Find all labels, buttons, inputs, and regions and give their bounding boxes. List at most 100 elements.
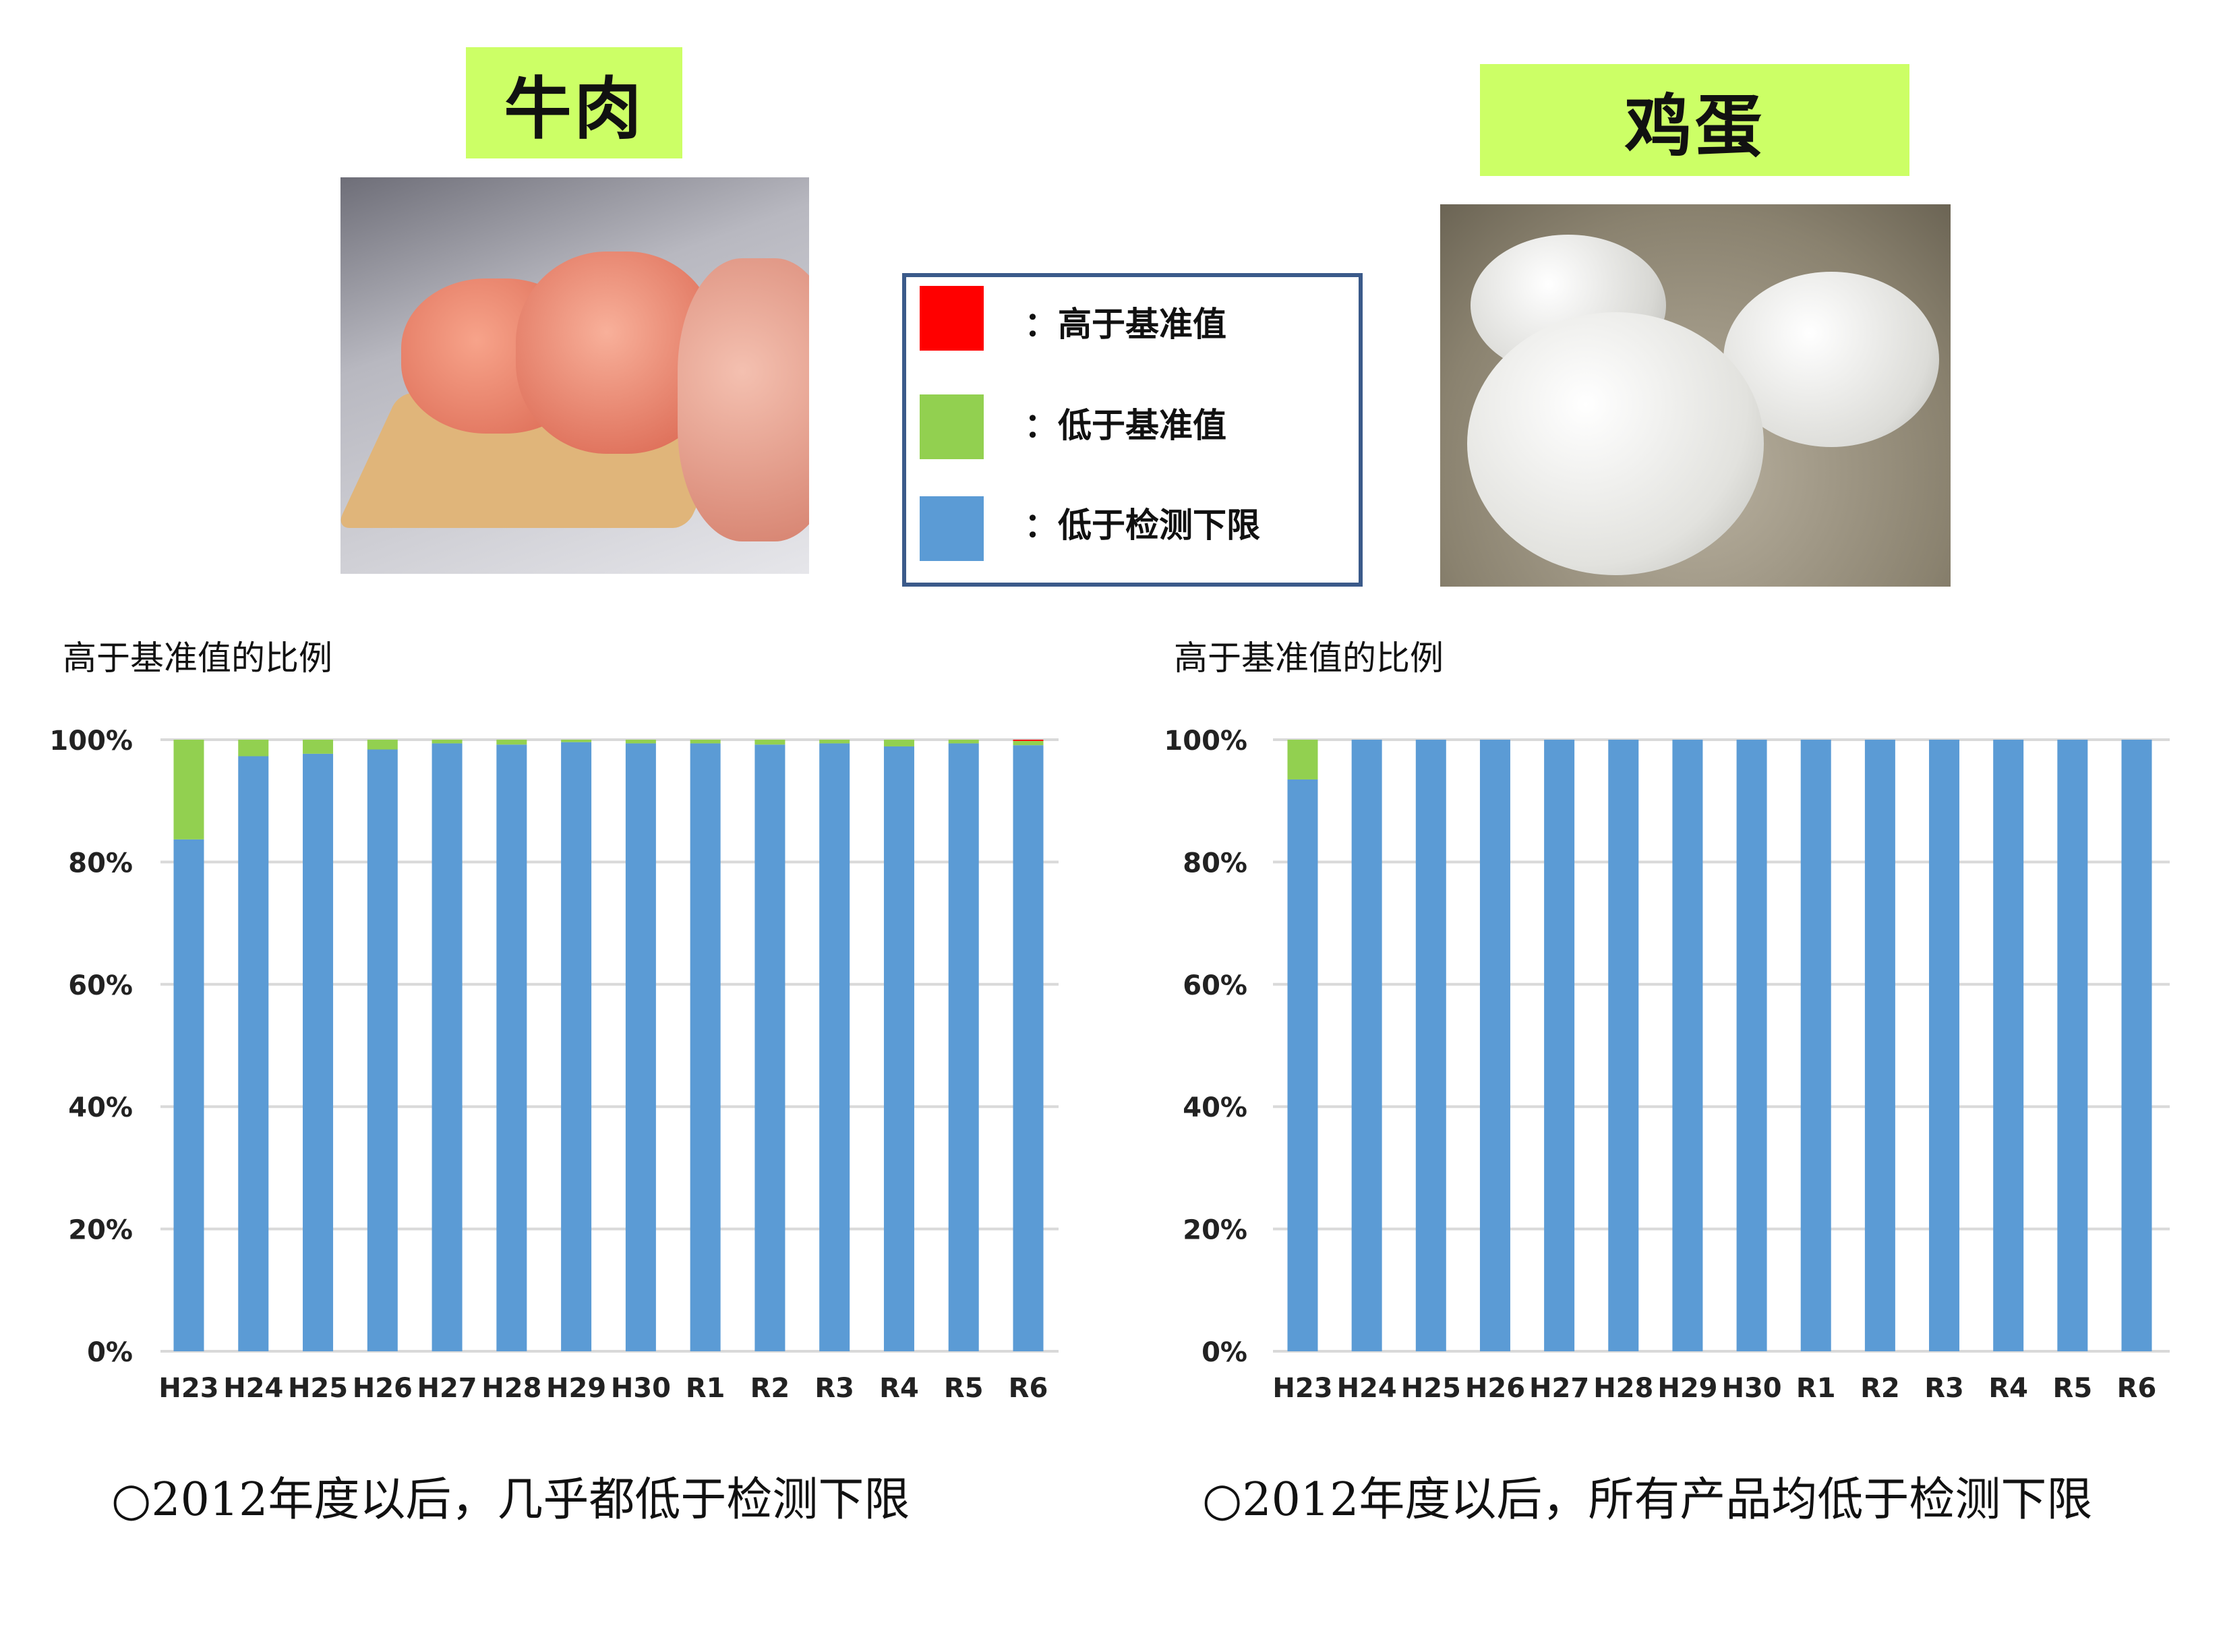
y-tick-label: 40%: [1183, 1092, 1247, 1123]
legend: ：高于基准值 ：低于基准值 ：低于检测下限: [902, 273, 1363, 587]
bar-segment-undetected: [2057, 740, 2088, 1351]
beef-photo: [340, 177, 809, 574]
bar-segment-undetected: [303, 753, 334, 1351]
bar-segment-undetected: [1415, 740, 1446, 1351]
legend-label-above: ：高于基准值: [1024, 305, 1226, 344]
y-tick-label: 60%: [68, 970, 133, 1001]
x-tick-label: H30: [1722, 1373, 1782, 1404]
legend-swatch-below: [920, 394, 984, 459]
y-tick-label: 20%: [68, 1215, 133, 1246]
bar-segment-below-standard: [1287, 740, 1318, 779]
x-tick-label: R6: [2117, 1373, 2157, 1404]
y-tick-label: 60%: [1183, 970, 1247, 1001]
x-tick-label: R4: [1988, 1373, 2028, 1404]
bar-segment-undetected: [1608, 740, 1639, 1351]
bar-segment-undetected: [496, 744, 527, 1351]
bar-segment-below-standard: [754, 740, 785, 745]
x-tick-label: R4: [879, 1373, 919, 1404]
bar-segment-below-standard: [819, 740, 850, 744]
x-tick-label: H29: [1657, 1373, 1717, 1404]
egg-chart-title: 高于基准值的比例: [1174, 639, 1444, 678]
x-tick-label: R2: [750, 1373, 790, 1404]
bar-segment-below-standard: [367, 740, 398, 750]
x-tick-label: H24: [1337, 1373, 1397, 1404]
bar-segment-undetected: [819, 743, 850, 1351]
bar-segment-undetected: [1864, 740, 1895, 1351]
x-tick-label: H26: [1465, 1373, 1525, 1404]
x-tick-label: H23: [158, 1373, 218, 1404]
legend-label-undetected: ：低于检测下限: [1024, 506, 1260, 545]
bar-segment-below-standard: [238, 740, 269, 757]
y-tick-label: 0%: [87, 1337, 133, 1368]
x-tick-label: R1: [1796, 1373, 1836, 1404]
bar-segment-below-standard: [948, 740, 979, 744]
y-tick-label: 100%: [1164, 726, 1247, 757]
bar-segment-undetected: [1351, 740, 1382, 1351]
x-tick-label: H28: [481, 1373, 541, 1404]
bar-segment-undetected: [754, 744, 785, 1351]
bar-segment-undetected: [625, 743, 656, 1351]
x-tick-label: H24: [223, 1373, 283, 1404]
y-tick-label: 80%: [1183, 848, 1247, 879]
bar-segment-undetected: [1544, 740, 1575, 1351]
beef-caption: ○2012年度以后，几乎都低于检测下限: [111, 1473, 910, 1527]
bar-segment-undetected: [948, 743, 979, 1351]
bar-segment-above-standard: [1013, 740, 1044, 741]
bar-segment-undetected: [173, 839, 204, 1351]
x-tick-label: R5: [2053, 1373, 2093, 1404]
legend-swatch-undetected: [920, 496, 984, 561]
x-tick-label: H28: [1593, 1373, 1653, 1404]
y-tick-label: 0%: [1202, 1337, 1247, 1368]
bar-segment-below-standard: [432, 740, 463, 744]
bar-segment-undetected: [1013, 745, 1044, 1351]
x-tick-label: H23: [1272, 1373, 1332, 1404]
bar-segment-undetected: [1672, 740, 1703, 1351]
bar-segment-undetected: [238, 756, 269, 1351]
bar-segment-undetected: [367, 749, 398, 1351]
bar-segment-below-standard: [883, 740, 914, 746]
x-tick-label: H26: [353, 1373, 413, 1404]
bar-segment-undetected: [1929, 740, 1960, 1351]
x-tick-label: H30: [611, 1373, 671, 1404]
bar-segment-below-standard: [173, 740, 204, 839]
legend-label-below: ：低于基准值: [1024, 406, 1226, 445]
beef-chart: 0% 20% 40% 60% 80% 100% H23 H24 H25 H26 H27 H28 H29 H…: [49, 726, 1059, 1404]
x-tick-label: R5: [944, 1373, 984, 1404]
bar-segment-undetected: [1479, 740, 1510, 1351]
bar-segment-undetected: [1287, 779, 1318, 1351]
bar-segment-below-standard: [303, 740, 334, 754]
bar-segment-undetected: [561, 742, 592, 1351]
y-tick-label: 80%: [68, 848, 133, 879]
y-tick-label: 20%: [1183, 1215, 1247, 1246]
legend-swatch-above: [920, 286, 984, 351]
y-tick-label: 40%: [68, 1092, 133, 1123]
x-tick-label: R1: [686, 1373, 725, 1404]
x-tick-label: R2: [1860, 1373, 1900, 1404]
x-tick-label: H25: [1401, 1373, 1461, 1404]
x-tick-label: H29: [546, 1373, 606, 1404]
x-tick-label: R6: [1009, 1373, 1048, 1404]
x-tick-label: R3: [814, 1373, 854, 1404]
bar-segment-below-standard: [1013, 740, 1044, 746]
bar-segment-undetected: [1800, 740, 1831, 1351]
x-tick-label: H27: [417, 1373, 477, 1404]
bar-segment-undetected: [432, 743, 463, 1351]
bar-segment-below-standard: [690, 740, 721, 744]
beef-title: 牛肉: [466, 47, 682, 158]
x-tick-label: R3: [1924, 1373, 1964, 1404]
x-tick-label: H25: [288, 1373, 348, 1404]
y-tick-label: 100%: [49, 726, 133, 757]
egg-photo: [1440, 204, 1951, 587]
egg-chart: 0% 20% 40% 60% 80% 100% H23 H24 H25 H26 H27 H28 H29 H…: [1164, 726, 2170, 1404]
egg-caption: ○2012年度以后，所有产品均低于检测下限: [1202, 1473, 2093, 1527]
bar-segment-undetected: [1993, 740, 2024, 1351]
bar-segment-below-standard: [496, 740, 527, 745]
bar-segment-undetected: [690, 743, 721, 1351]
bar-segment-below-standard: [561, 740, 592, 742]
beef-chart-title: 高于基准值的比例: [63, 639, 332, 678]
bar-segment-undetected: [2121, 740, 2152, 1351]
x-tick-label: H27: [1529, 1373, 1589, 1404]
bar-segment-below-standard: [625, 740, 656, 744]
bar-segment-undetected: [1736, 740, 1767, 1351]
bar-segment-undetected: [883, 746, 914, 1351]
